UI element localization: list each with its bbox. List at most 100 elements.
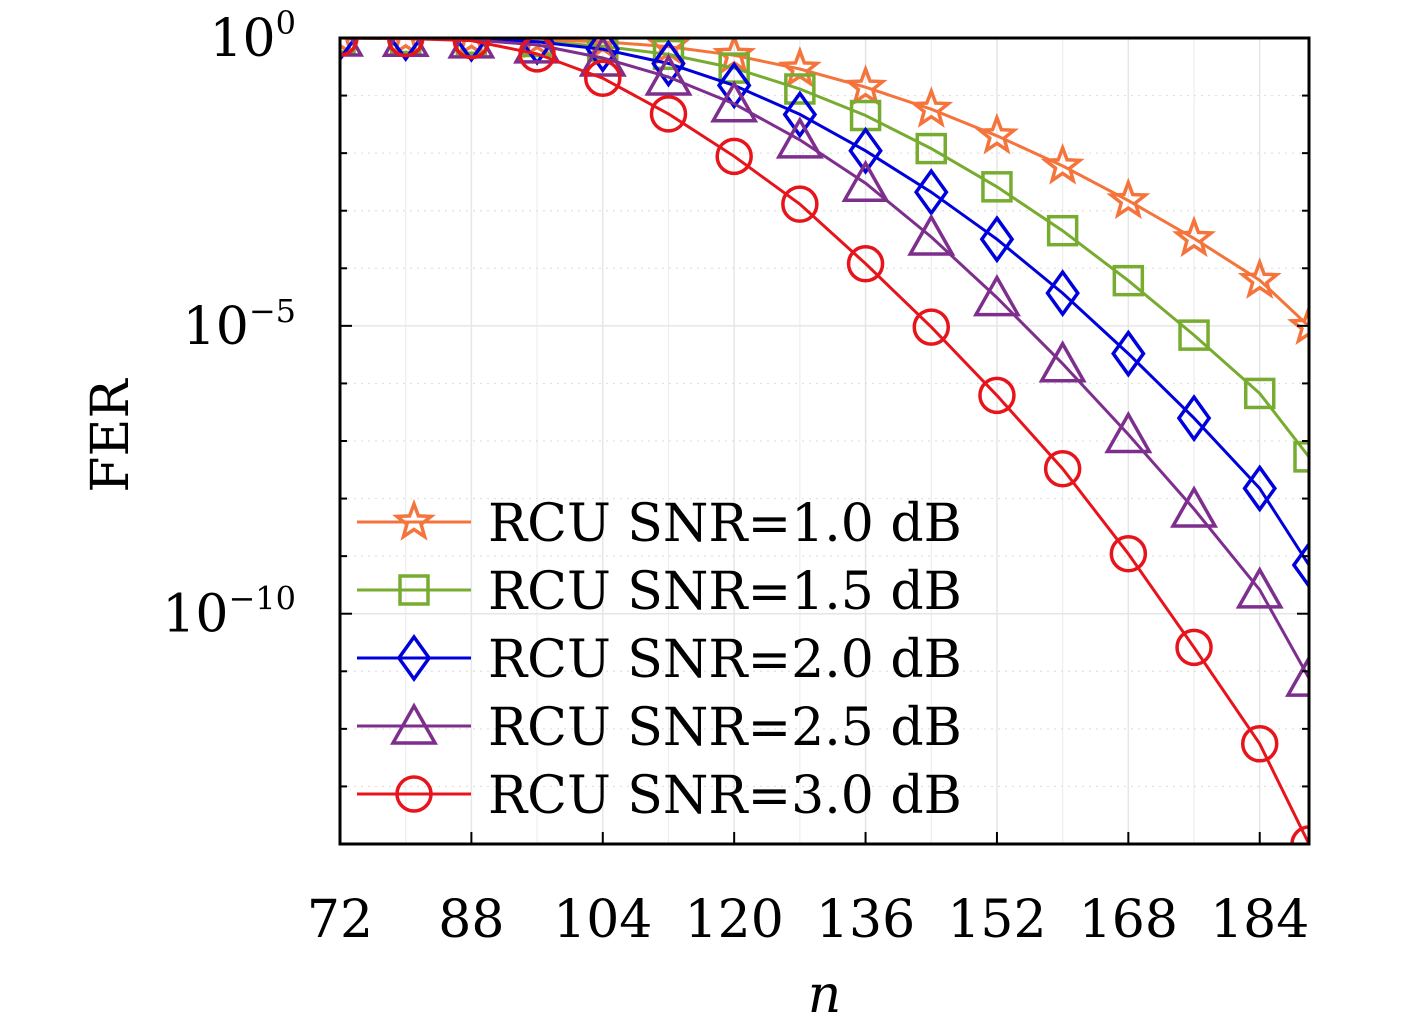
legend-item: RCU SNR=3.0 dB <box>357 766 962 826</box>
data-point <box>1176 394 1212 443</box>
legend-label: RCU SNR=1.5 dB <box>488 562 962 622</box>
y-tick-label: 100 <box>209 4 296 69</box>
data-point <box>1046 214 1079 247</box>
data-point <box>1040 142 1085 185</box>
data-point <box>979 215 1015 264</box>
data-point <box>644 53 693 96</box>
data-point <box>715 137 753 176</box>
data-point <box>843 64 888 106</box>
x-tick-label: 152 <box>947 890 1046 950</box>
data-point <box>1038 340 1087 383</box>
data-point <box>584 59 622 97</box>
axis-ticks <box>339 37 1309 845</box>
series-circle <box>340 38 1309 844</box>
x-tick-label: 120 <box>685 890 784 950</box>
series-square <box>340 38 1309 473</box>
data-point <box>981 171 1013 203</box>
data-point <box>907 213 956 256</box>
data-point <box>1175 628 1213 667</box>
y-tick-label: 10−5 <box>183 292 296 357</box>
legend-label: RCU SNR=3.0 dB <box>488 766 962 826</box>
data-point <box>388 38 423 62</box>
data-point <box>1284 654 1309 697</box>
x-tick-labels: 72 88 104 120 136 152 168 184 <box>307 890 1309 950</box>
data-point <box>457 38 486 58</box>
data-point <box>775 116 824 159</box>
x-tick-label: 168 <box>1079 890 1178 950</box>
x-tick-label: 104 <box>553 890 652 950</box>
data-point <box>1243 377 1276 410</box>
series-line <box>340 38 1309 328</box>
series-line <box>340 38 1309 844</box>
legend-label: RCU SNR=2.0 dB <box>488 630 962 690</box>
legend-item: RCU SNR=2.5 dB <box>357 698 962 758</box>
legend-marker <box>396 634 432 682</box>
data-point <box>1237 257 1282 299</box>
data-point <box>841 159 890 202</box>
data-point <box>518 38 556 73</box>
series-line <box>340 38 1309 679</box>
y-tick-label: 10−10 <box>162 580 296 645</box>
data-point <box>1109 535 1148 573</box>
data-point <box>1045 269 1080 318</box>
data-point <box>454 38 489 63</box>
data-point <box>1172 215 1217 258</box>
legend-item: RCU SNR=2.0 dB <box>357 630 962 690</box>
data-point <box>915 132 948 165</box>
x-tick-label: 88 <box>438 890 504 950</box>
data-point <box>1293 441 1309 473</box>
x-tick-label: 136 <box>816 890 915 950</box>
data-point <box>649 95 688 133</box>
data-point <box>1112 264 1145 297</box>
data-point <box>909 86 954 128</box>
legend: RCU SNR=1.0 dB RCU SNR=1.5 dB RCU SNR=2.0 … <box>357 494 962 826</box>
data-point <box>716 61 752 110</box>
data-point <box>513 38 562 64</box>
data-point <box>710 80 759 123</box>
data-point <box>978 376 1016 415</box>
data-point <box>913 168 949 217</box>
data-point <box>1170 485 1219 528</box>
x-tick-label: 184 <box>1210 890 1309 950</box>
legend-marker <box>392 498 436 541</box>
data-point <box>585 38 621 74</box>
y-tick-labels: 100 10−5 10−10 <box>162 4 296 645</box>
legend-label: RCU SNR=2.5 dB <box>488 698 962 758</box>
data-point <box>1240 725 1279 763</box>
data-point <box>392 38 420 57</box>
y-axis-title: FER <box>81 378 141 493</box>
legend-marker <box>389 702 439 745</box>
data-point <box>781 185 819 223</box>
data-point <box>578 38 627 77</box>
legend-item: RCU SNR=1.5 dB <box>357 562 962 622</box>
data-point <box>846 244 885 283</box>
data-point <box>1291 541 1309 590</box>
legend-marker <box>398 574 430 606</box>
data-point <box>972 274 1021 317</box>
data-point <box>1242 464 1278 513</box>
series-line <box>340 38 1309 566</box>
data-point <box>1235 566 1284 609</box>
data-point <box>974 112 1019 155</box>
legend-item: RCU SNR=1.0 dB <box>357 494 962 554</box>
data-point <box>1287 303 1309 345</box>
series-line <box>340 38 1309 458</box>
data-point <box>912 308 951 346</box>
x-axis-title: n <box>808 965 842 1023</box>
series-diamond <box>340 38 1309 590</box>
data-point <box>848 126 883 175</box>
data-point <box>452 38 491 60</box>
legend-label: RCU SNR=1.0 dB <box>488 494 962 554</box>
series-star <box>340 38 1309 345</box>
data-point <box>1106 177 1151 220</box>
data-point <box>521 38 553 59</box>
data-point <box>782 90 818 139</box>
data-point <box>651 39 686 88</box>
x-tick-label: 72 <box>307 890 373 950</box>
data-point <box>784 73 816 105</box>
data-point <box>1178 319 1210 351</box>
data-point <box>1104 410 1153 454</box>
legend-marker <box>395 775 433 813</box>
data-point <box>1043 449 1082 488</box>
